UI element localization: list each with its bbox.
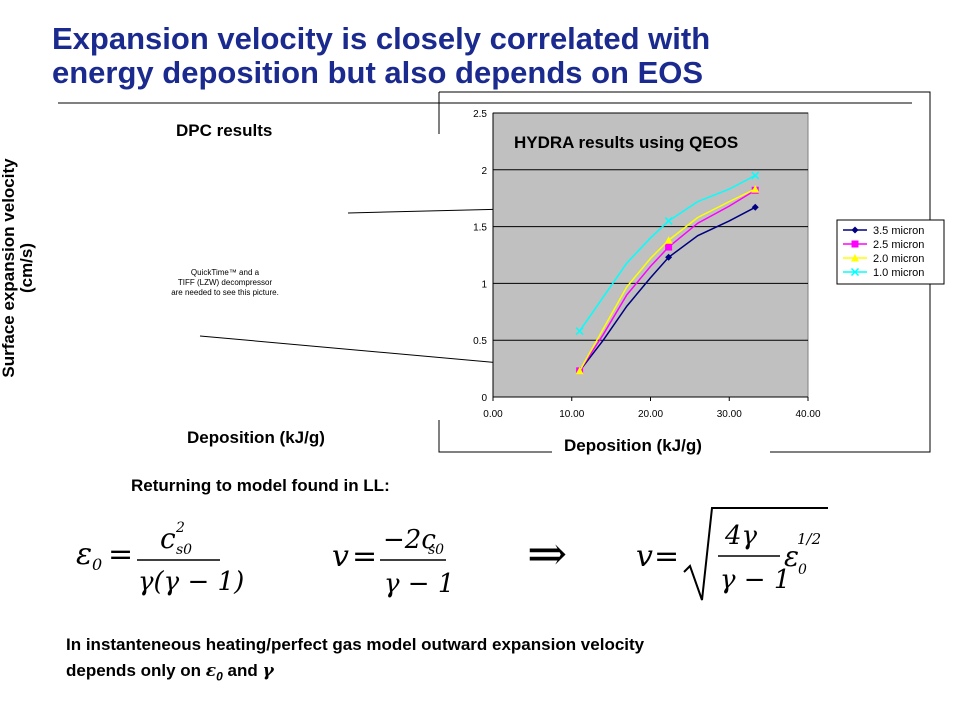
quicktime-line-1: QuickTime™ and a <box>190 268 260 277</box>
y-axis-label-line1: Surface expansion velocity <box>0 158 18 378</box>
legend-marker <box>851 254 859 262</box>
y-tick-label: 2 <box>481 166 487 177</box>
bottom-epsilon-sub: 0 <box>216 669 223 684</box>
dpc-label: DPC results <box>176 121 273 140</box>
eq3-num: 4γ <box>724 521 758 551</box>
title-line-2: energy deposition but also depends on EO… <box>52 55 704 90</box>
eq3-radical <box>683 507 828 601</box>
series-line-3 <box>579 174 756 332</box>
dpc-x-label: Deposition (kJ/g) <box>187 428 325 447</box>
eq1-num-sub: s0 <box>176 542 192 558</box>
legend-marker <box>850 267 860 277</box>
returning-text: Returning to model found in LL: <box>131 476 390 495</box>
eq3-eps-sub: 0 <box>798 562 807 578</box>
series-line-0 <box>579 206 756 372</box>
eq2-num: −2c <box>383 525 436 555</box>
legend-entry: 2.0 micron <box>873 253 924 265</box>
x-tick-label: 20.00 <box>638 409 663 420</box>
y-tick-label: 1.5 <box>473 223 487 234</box>
bottom-line-1: In instanteneous heating/perfect gas mod… <box>66 635 645 654</box>
data-point-3 <box>664 216 673 225</box>
legend-entry: 3.5 micron <box>873 225 924 237</box>
data-point-0 <box>665 253 673 261</box>
x-tick-label: 30.00 <box>717 409 742 420</box>
eq2-num-sub: s0 <box>428 542 444 558</box>
y-axis-label: Surface expansion velocity (cm/s) <box>0 118 36 418</box>
legend-entry: 2.5 micron <box>873 239 924 251</box>
equations: ε 0 = c 2 s0 γ(γ − 1) v = −2c s0 γ − 1 ⇒… <box>76 507 828 601</box>
data-point-3 <box>575 327 584 336</box>
bottom-epsilon: ε <box>205 661 217 681</box>
eq3-lhs: v <box>636 539 653 574</box>
hydra-x-label: Deposition (kJ/g) <box>564 436 702 455</box>
bottom-line-2-prefix: depends only on <box>66 661 206 680</box>
series-line-2 <box>578 188 756 372</box>
bottom-and: and <box>222 661 263 680</box>
slide-title: Expansion velocity is closely correlated… <box>52 22 932 90</box>
series-line-1 <box>578 189 756 372</box>
quicktime-line-3: are needed to see this picture. <box>171 288 279 297</box>
y-tick-label: 2.5 <box>473 109 487 120</box>
hydra-chart: 0 0.5 1 1.5 2 2.5 0.00 10.00 20.00 30.00 40.00 3.5 … <box>473 109 945 420</box>
eq1-equals: = <box>108 537 133 572</box>
eq1-lhs: ε <box>76 537 92 572</box>
y-tick-label: 1 <box>481 279 487 290</box>
eq1-den: γ(γ − 1) <box>138 567 244 597</box>
eq1-num-c: c <box>160 522 176 555</box>
data-point-0 <box>751 203 759 211</box>
hydra-frame-bottom-left <box>438 420 552 453</box>
data-point-2 <box>575 366 584 375</box>
bottom-line-2: depends only on ε0 and γ <box>66 658 926 689</box>
eq2-lhs: v <box>332 539 349 574</box>
eq3-eps: ε <box>784 540 799 573</box>
data-point-3 <box>751 171 760 180</box>
eq3-equals: = <box>654 539 679 574</box>
bottom-text: In instanteneous heating/perfect gas mod… <box>66 632 926 689</box>
y-axis-label-line2: (cm/s) <box>17 242 36 294</box>
plot-area <box>492 112 809 398</box>
x-tick-label: 0.00 <box>483 409 503 420</box>
eq3-sup: 1/2 <box>797 530 821 548</box>
data-point-2 <box>751 185 760 193</box>
quicktime-line-2: TIFF (LZW) decompressor <box>177 278 273 287</box>
y-tick-label: 0 <box>481 393 487 404</box>
hydra-label: HYDRA results using QEOS <box>514 133 739 152</box>
x-tick-label: 10.00 <box>559 409 584 420</box>
legend-entry: 1.0 micron <box>873 267 924 279</box>
data-point-2 <box>664 236 673 244</box>
quicktime-placeholder: QuickTime™ and a TIFF (LZW) decompressor… <box>150 268 300 298</box>
title-line-1: Expansion velocity is closely correlated… <box>52 21 711 56</box>
data-point-1 <box>665 243 673 251</box>
bottom-gamma: γ <box>262 661 274 681</box>
x-tick-label: 40.00 <box>795 409 820 420</box>
eq1-lhs-sub: 0 <box>92 555 102 574</box>
eq3-den: γ − 1 <box>720 565 790 595</box>
implies-symbol: ⇒ <box>527 526 567 582</box>
eq2-den: γ − 1 <box>384 569 454 599</box>
eq1-num-sup: 2 <box>175 520 185 536</box>
legend-marker <box>851 226 859 234</box>
eq2-equals: = <box>352 539 377 574</box>
legend-marker <box>851 240 859 248</box>
y-tick-label: 0.5 <box>473 336 487 347</box>
